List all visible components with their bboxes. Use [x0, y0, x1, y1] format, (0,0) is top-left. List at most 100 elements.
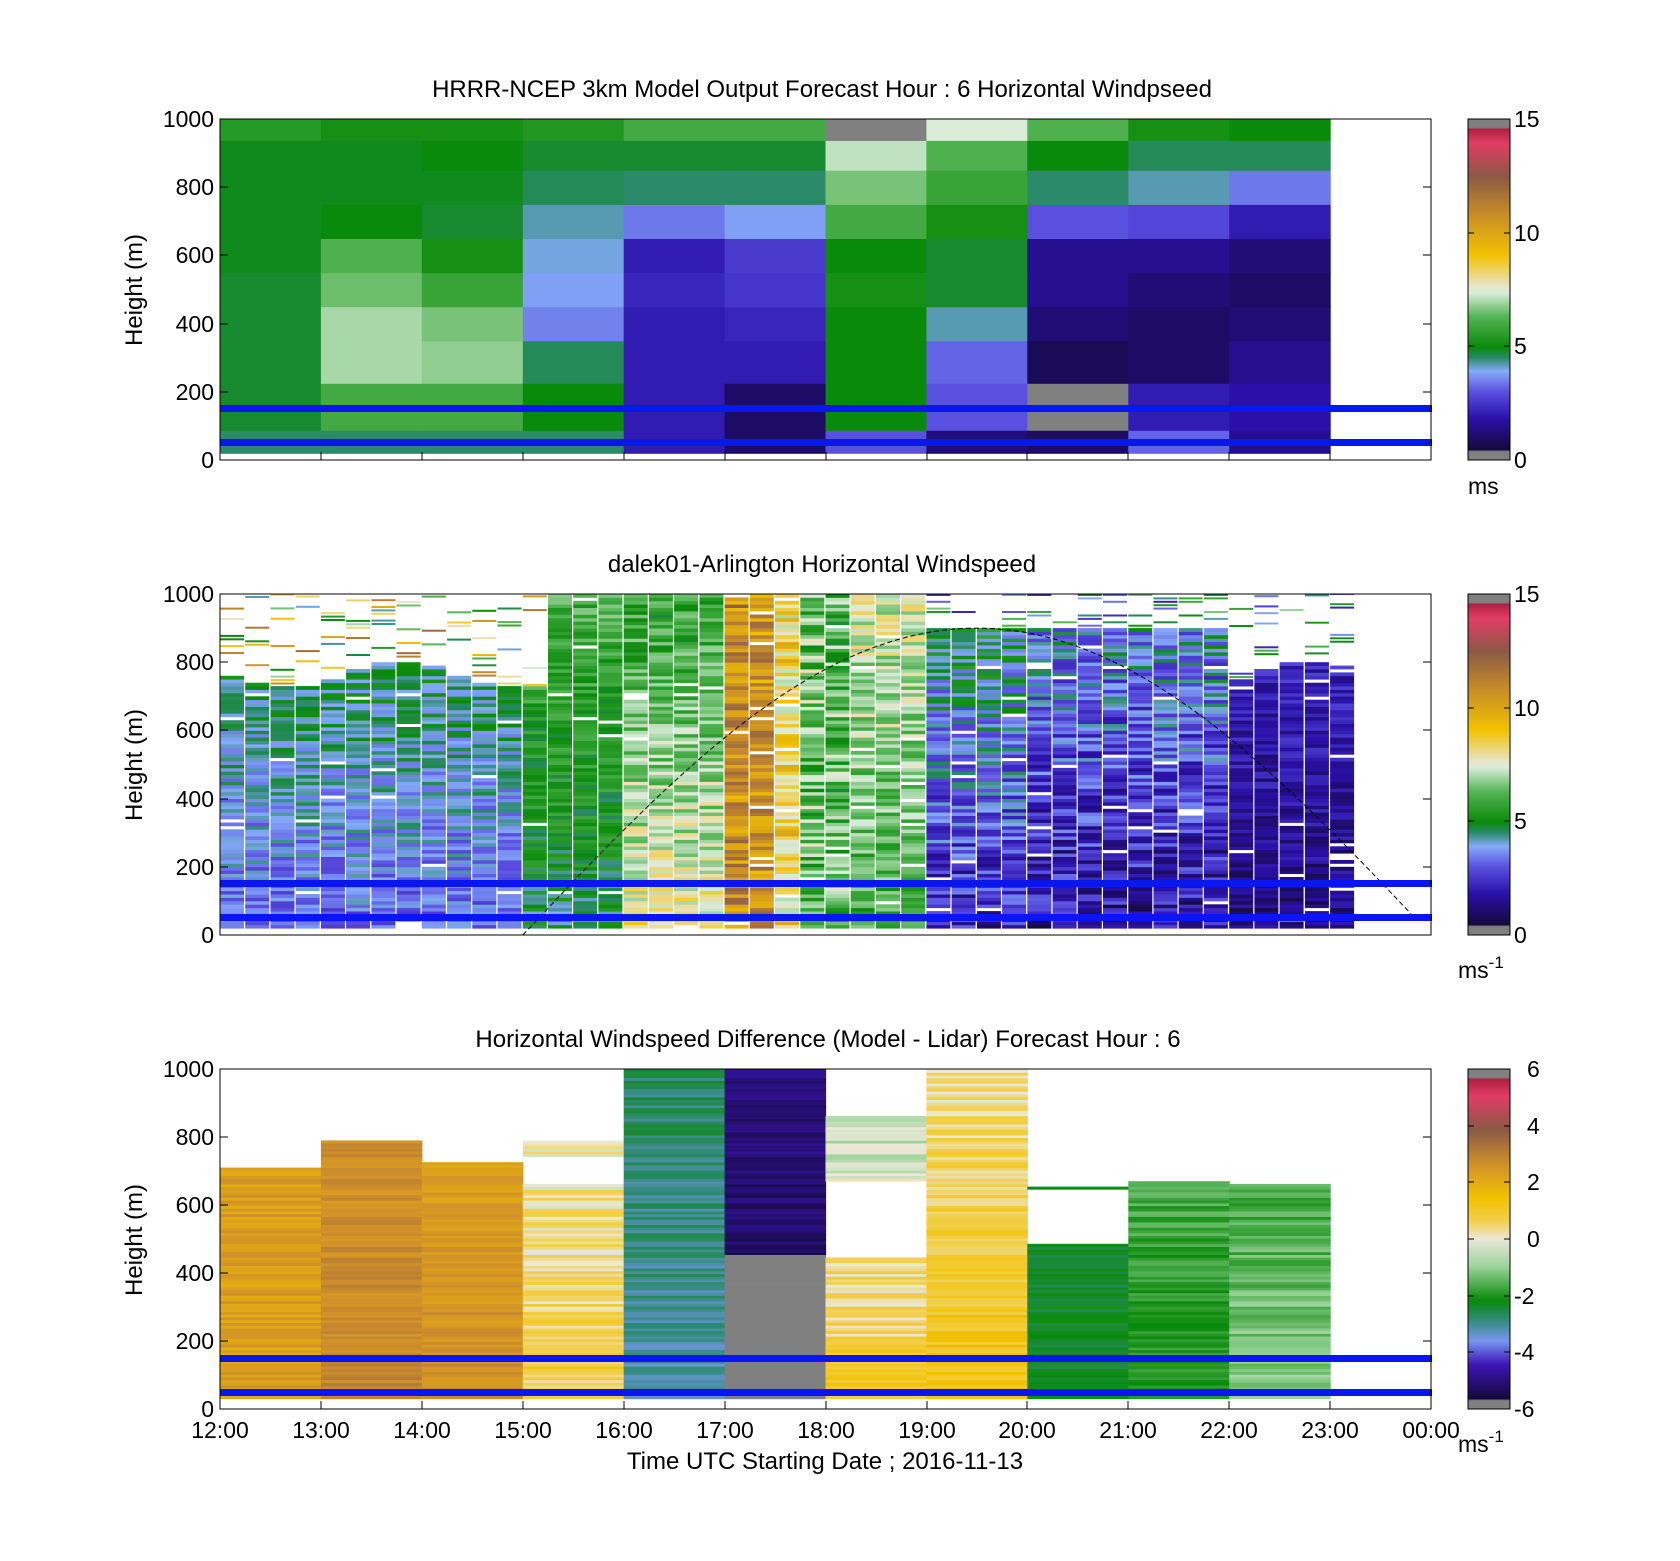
heatmap-cell	[775, 819, 799, 823]
heatmap-cell	[1203, 679, 1228, 684]
heatmap-cell	[724, 761, 749, 765]
heatmap-cell	[421, 1181, 524, 1185]
heatmap-cell	[775, 761, 799, 765]
heatmap-cell	[447, 778, 472, 782]
heatmap-cell	[270, 761, 295, 765]
heatmap-cell	[976, 812, 1001, 816]
heatmap-cell	[220, 692, 244, 697]
heatmap-cell	[901, 805, 926, 810]
heatmap-cell	[522, 1262, 625, 1266]
heatmap-cell	[1279, 682, 1304, 687]
heatmap-cell	[648, 877, 673, 881]
heatmap-cell	[421, 686, 446, 690]
heatmap-cell	[901, 764, 926, 769]
heatmap-cell	[1128, 1298, 1230, 1302]
heatmap-cell	[497, 788, 522, 793]
heatmap-cell	[648, 720, 673, 724]
heatmap-cell	[598, 921, 623, 926]
colorbar-tick-label: 0	[1514, 447, 1527, 473]
heatmap-cell	[876, 706, 900, 711]
heatmap-cell	[699, 815, 724, 820]
heatmap-cell	[220, 1192, 322, 1196]
heatmap-cell	[775, 699, 799, 704]
heatmap-cell	[346, 842, 371, 847]
heatmap-cell	[951, 611, 976, 613]
heatmap-cell	[421, 873, 446, 878]
heatmap-cell	[926, 679, 951, 684]
heatmap-cell	[926, 1254, 1028, 1258]
heatmap-cell	[421, 595, 446, 598]
heatmap-cell	[598, 672, 623, 677]
heatmap-cell	[320, 1243, 423, 1247]
heatmap-cell	[926, 870, 951, 874]
heatmap-cell	[396, 778, 421, 782]
heatmap-cell	[1128, 662, 1153, 666]
heatmap-cell	[472, 853, 497, 857]
heatmap-cell	[623, 638, 648, 643]
heatmap-cell	[623, 1243, 726, 1247]
heatmap-cell	[976, 764, 1001, 769]
heatmap-cell	[623, 607, 648, 612]
heatmap-cell	[497, 750, 522, 755]
heatmap-cell	[800, 788, 825, 793]
heatmap-cell	[825, 863, 850, 868]
heatmap-cell	[800, 778, 825, 782]
heatmap-cell	[623, 897, 648, 902]
heatmap-cell	[699, 665, 724, 670]
heatmap-cell	[346, 744, 371, 748]
heatmap-cell	[825, 621, 850, 626]
heatmap-cell	[876, 757, 900, 762]
heatmap-cell	[724, 1298, 827, 1302]
heatmap-cell	[1229, 778, 1254, 782]
heatmap-cell	[926, 1371, 1028, 1375]
heatmap-cell	[749, 655, 774, 660]
heatmap-cell	[220, 709, 244, 714]
heatmap-cell	[623, 1382, 726, 1386]
heatmap-cell	[724, 1203, 827, 1207]
heatmap-cell	[1128, 1328, 1230, 1332]
heatmap-cell	[1229, 853, 1254, 857]
heatmap-cell	[800, 737, 825, 741]
heatmap-cell	[1254, 846, 1279, 851]
heatmap-cell	[1128, 1366, 1230, 1370]
heatmap-cell	[1203, 791, 1228, 796]
y-tick-label: 200	[176, 854, 214, 880]
heatmap-cell	[522, 737, 547, 741]
heatmap-cell	[1254, 692, 1279, 697]
heatmap-cell	[749, 897, 774, 902]
heatmap-cell	[1153, 658, 1178, 663]
heatmap-cell	[1304, 594, 1329, 597]
heatmap-cell	[396, 706, 421, 711]
heatmap-cell	[876, 617, 900, 622]
heatmap-cell	[699, 808, 724, 813]
heatmap-cell	[220, 853, 244, 857]
heatmap-cell	[1027, 140, 1129, 171]
heatmap-cell	[598, 665, 623, 670]
heatmap-cell	[1027, 873, 1052, 878]
heatmap-cell	[825, 713, 850, 718]
heatmap-cell	[850, 713, 875, 718]
heatmap-cell	[724, 1311, 827, 1315]
heatmap-cell	[421, 1257, 524, 1261]
heatmap-cell	[926, 836, 951, 840]
heatmap-cell	[220, 682, 244, 687]
heatmap-cell	[1052, 634, 1077, 639]
heatmap-cell	[1203, 764, 1228, 769]
heatmap-cell	[220, 846, 244, 851]
heatmap-cell	[901, 628, 926, 632]
heatmap-cell	[346, 781, 371, 786]
heatmap-cell	[825, 774, 850, 779]
heatmap-cell	[1052, 709, 1077, 714]
heatmap-cell	[926, 1175, 1028, 1179]
heatmap-cell	[371, 778, 396, 782]
heatmap-cell	[825, 897, 850, 902]
heatmap-cell	[623, 1099, 726, 1103]
panel-title: Horizontal Windspeed Difference (Model -…	[475, 1026, 1180, 1053]
heatmap-cell	[1304, 744, 1329, 748]
heatmap-cell	[1229, 900, 1254, 905]
heatmap-cell	[421, 849, 446, 854]
heatmap-cell	[749, 662, 774, 666]
heatmap-cell	[976, 634, 1001, 639]
heatmap-cell	[1330, 907, 1355, 912]
heatmap-cell	[346, 870, 371, 874]
